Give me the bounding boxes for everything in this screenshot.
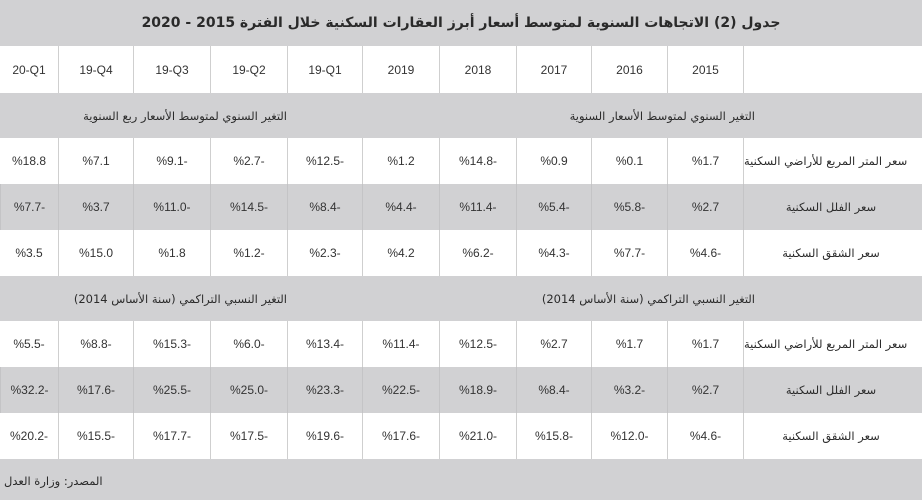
section-label-annual: التغير النسبي التراكمي (سنة الأساس 2014) bbox=[541, 291, 755, 306]
column-header: 2016 bbox=[591, 46, 667, 93]
section-header-cumulative-change: التغير النسبي التراكمي (سنة الأساس 2014)… bbox=[0, 276, 922, 321]
table-cell: %2.7 bbox=[667, 184, 743, 230]
column-header: 2015 bbox=[667, 46, 743, 93]
table-title: جدول (2) الاتجاهات السنوية لمتوسط أسعار … bbox=[0, 0, 922, 46]
column-header: 19-Q3 bbox=[133, 46, 210, 93]
row-label: سعر الشقق السكنية bbox=[743, 230, 922, 276]
table-cell: %17.6- bbox=[58, 367, 133, 413]
section-header-annual-change: التغير السنوي لمتوسط الأسعار السنوية الت… bbox=[0, 93, 922, 138]
table-cell: %25.0- bbox=[210, 367, 287, 413]
table-cell: %4.4- bbox=[362, 184, 439, 230]
source-text: المصدر: وزارة العدل bbox=[4, 473, 103, 488]
data-table: 2015 2016 2017 2018 2019 19-Q1 19-Q2 19-… bbox=[0, 46, 922, 459]
table-cell: %0.9 bbox=[516, 138, 591, 184]
table-cell: %1.2 bbox=[362, 138, 439, 184]
table-cell: %14.8- bbox=[439, 138, 516, 184]
table-cell: %1.7 bbox=[667, 138, 743, 184]
table-cell: %4.6- bbox=[667, 413, 743, 459]
table-cell: %2.3- bbox=[287, 230, 362, 276]
table-cell: %4.3- bbox=[516, 230, 591, 276]
table-cell: %14.5- bbox=[210, 184, 287, 230]
table-cell: %1.7 bbox=[667, 321, 743, 367]
table-cell: %2.7- bbox=[210, 138, 287, 184]
table-cell: %3.2- bbox=[591, 367, 667, 413]
table-cell: %18.8 bbox=[11, 154, 47, 168]
table-cell: %2.7 bbox=[667, 367, 743, 413]
table-cell: %17.7- bbox=[133, 413, 210, 459]
table-cell: %3.7 bbox=[58, 184, 133, 230]
column-header: 2019 bbox=[362, 46, 439, 93]
table-cell: %25.5- bbox=[133, 367, 210, 413]
row-label: سعر الفلل السكنية bbox=[743, 184, 922, 230]
table-cell: %9.1- bbox=[133, 138, 210, 184]
table-cell: %4.2 bbox=[362, 230, 439, 276]
table-cell: %18.9- bbox=[439, 367, 516, 413]
table-row: سعر المتر المربع للأراضي السكنية %1.7 %1… bbox=[0, 321, 922, 367]
table-cell: %23.3- bbox=[287, 367, 362, 413]
table-cell: %13.4- bbox=[287, 321, 362, 367]
column-header: 19-Q1 bbox=[287, 46, 362, 93]
table-row: سعر المتر المربع للأراضي السكنية %1.7 %0… bbox=[0, 138, 922, 184]
table-cell: %11.4- bbox=[439, 184, 516, 230]
column-header: 2018 bbox=[439, 46, 516, 93]
table-cell: %1.7 bbox=[591, 321, 667, 367]
table-cell: %5.5- bbox=[13, 337, 45, 351]
section-label-quarterly: التغير السنوي لمتوسط الأسعار ربع السنوية bbox=[83, 108, 287, 123]
table-cell: %17.5- bbox=[210, 413, 287, 459]
row-label: سعر المتر المربع للأراضي السكنية bbox=[743, 321, 922, 367]
column-header: 20-Q1 bbox=[12, 62, 46, 77]
table-cell: %8.4- bbox=[287, 184, 362, 230]
table-cell: %21.0- bbox=[439, 413, 516, 459]
table-cell: %20.2- bbox=[9, 429, 49, 443]
source-note: المصدر: وزارة العدل bbox=[0, 461, 922, 500]
table-cell: %19.6- bbox=[287, 413, 362, 459]
table-cell: %15.5- bbox=[58, 413, 133, 459]
table-cell: %17.6- bbox=[362, 413, 439, 459]
table-row: سعر الشقق السكنية %4.6- %7.7- %4.3- %6.2… bbox=[0, 230, 922, 276]
table-cell: %12.5- bbox=[287, 138, 362, 184]
row-label: سعر الشقق السكنية bbox=[743, 413, 922, 459]
table-cell: %22.5- bbox=[362, 367, 439, 413]
table-cell: %5.8- bbox=[591, 184, 667, 230]
table-cell: %3.5 bbox=[15, 246, 43, 260]
table-cell: %11.0- bbox=[133, 184, 210, 230]
table-row: سعر الشقق السكنية %4.6- %12.0- %15.8- %2… bbox=[0, 413, 922, 459]
table-cell: %7.7- bbox=[591, 230, 667, 276]
table-row: سعر الفلل السكنية %2.7 %5.8- %5.4- %11.4… bbox=[0, 184, 922, 230]
table-cell: %6.2- bbox=[439, 230, 516, 276]
table-cell: %7.1 bbox=[58, 138, 133, 184]
column-header: 2017 bbox=[516, 46, 591, 93]
table-cell: %12.0- bbox=[591, 413, 667, 459]
table-cell: %8.4- bbox=[516, 367, 591, 413]
table-cell: %8.8- bbox=[58, 321, 133, 367]
section-label-quarterly: التغير النسبي التراكمي (سنة الأساس 2014) bbox=[73, 291, 287, 306]
column-header-row: 2015 2016 2017 2018 2019 19-Q1 19-Q2 19-… bbox=[0, 46, 922, 93]
table-cell: %7.7- bbox=[0, 184, 58, 230]
table-cell: %0.1 bbox=[591, 138, 667, 184]
table-cell: %15.8- bbox=[516, 413, 591, 459]
header-label-cell bbox=[743, 46, 922, 93]
row-label: سعر المتر المربع للأراضي السكنية bbox=[743, 138, 922, 184]
table-cell: %5.4- bbox=[516, 184, 591, 230]
row-label: سعر الفلل السكنية bbox=[743, 367, 922, 413]
table-cell: %11.4- bbox=[362, 321, 439, 367]
section-label-annual: التغير السنوي لمتوسط الأسعار السنوية bbox=[569, 108, 755, 123]
column-header: 19-Q2 bbox=[210, 46, 287, 93]
table-cell: %15.3- bbox=[133, 321, 210, 367]
table-cell: %1.8 bbox=[133, 230, 210, 276]
table-cell: %12.5- bbox=[439, 321, 516, 367]
table-cell: %15.0 bbox=[58, 230, 133, 276]
table-cell: %1.2- bbox=[210, 230, 287, 276]
table-cell: %6.0- bbox=[210, 321, 287, 367]
table-cell: %32.2- bbox=[0, 367, 58, 413]
column-header: 19-Q4 bbox=[58, 46, 133, 93]
table-row: سعر الفلل السكنية %2.7 %3.2- %8.4- %18.9… bbox=[0, 367, 922, 413]
table-cell: %4.6- bbox=[667, 230, 743, 276]
table-cell: %2.7 bbox=[516, 321, 591, 367]
